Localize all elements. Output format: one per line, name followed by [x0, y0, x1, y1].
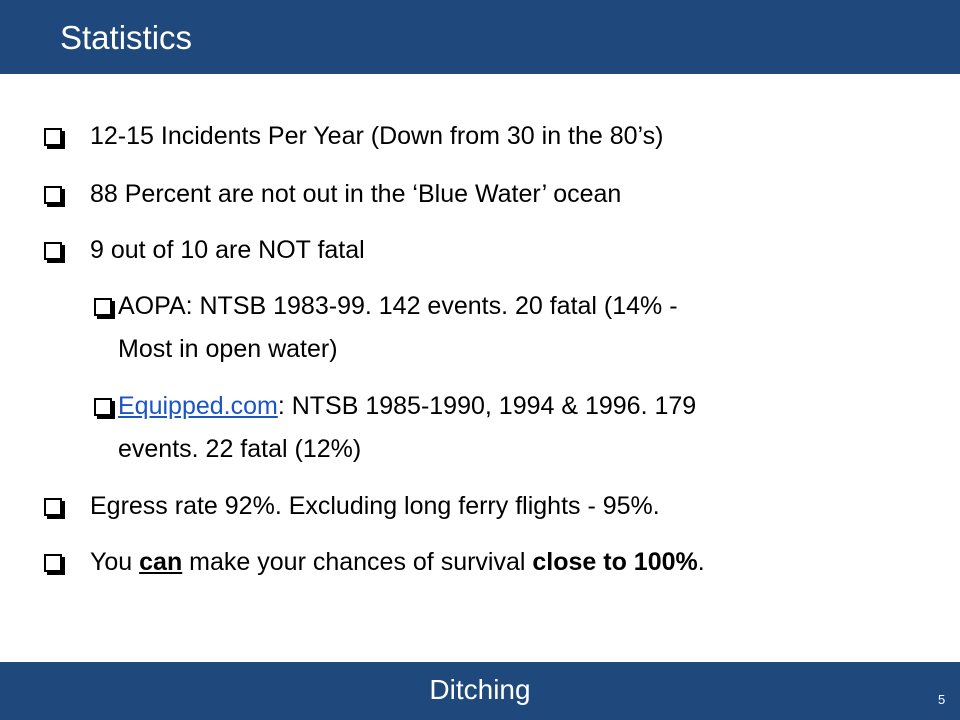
checkbox-bullet-icon — [44, 128, 62, 146]
survival-text-1: You — [90, 548, 140, 576]
checkbox-bullet-icon — [44, 498, 62, 516]
bullet-incidents: 12-15 Incidents Per Year (Down from 30 i… — [90, 122, 664, 150]
checkbox-bullet-icon — [94, 298, 112, 316]
bullet-survival: You can make your chances of survival cl… — [90, 546, 705, 578]
title-bar — [0, 0, 960, 74]
bullet-blue-water: 88 Percent are not out in the ‘Blue Wate… — [90, 180, 622, 208]
sub-bullet-aopa-line2: Most in open water) — [118, 335, 338, 363]
page-number: 5 — [938, 692, 946, 707]
survival-text-2: make your chances of survival — [182, 548, 533, 576]
bullet-egress-rate: Egress rate 92%. Excluding long ferry fl… — [90, 492, 660, 520]
sub-bullet-equipped-rest: : NTSB 1985-1990, 1994 & 1996. 179 — [277, 392, 697, 420]
footer-bar — [0, 662, 960, 720]
equipped-link[interactable]: Equipped.com — [118, 392, 278, 420]
survival-strong: close to 100% — [532, 548, 698, 576]
survival-end: . — [697, 548, 705, 576]
checkbox-bullet-icon — [94, 398, 112, 416]
checkbox-bullet-icon — [44, 186, 62, 204]
checkbox-bullet-icon — [44, 242, 62, 260]
bullet-not-fatal: 9 out of 10 are NOT fatal — [90, 236, 365, 264]
slide-title: Statistics — [60, 19, 193, 56]
sub-bullet-equipped-line1: Equipped.com: NTSB 1985-1990, 1994 & 199… — [118, 390, 696, 422]
checkbox-bullet-icon — [44, 554, 62, 572]
survival-emphasis: can — [139, 548, 183, 576]
sub-bullet-equipped-line2: events. 22 fatal (12%) — [118, 435, 362, 463]
footer-title: Ditching — [429, 674, 531, 705]
sub-bullet-aopa-line1: AOPA: NTSB 1983-99. 142 events. 20 fatal… — [118, 292, 678, 320]
